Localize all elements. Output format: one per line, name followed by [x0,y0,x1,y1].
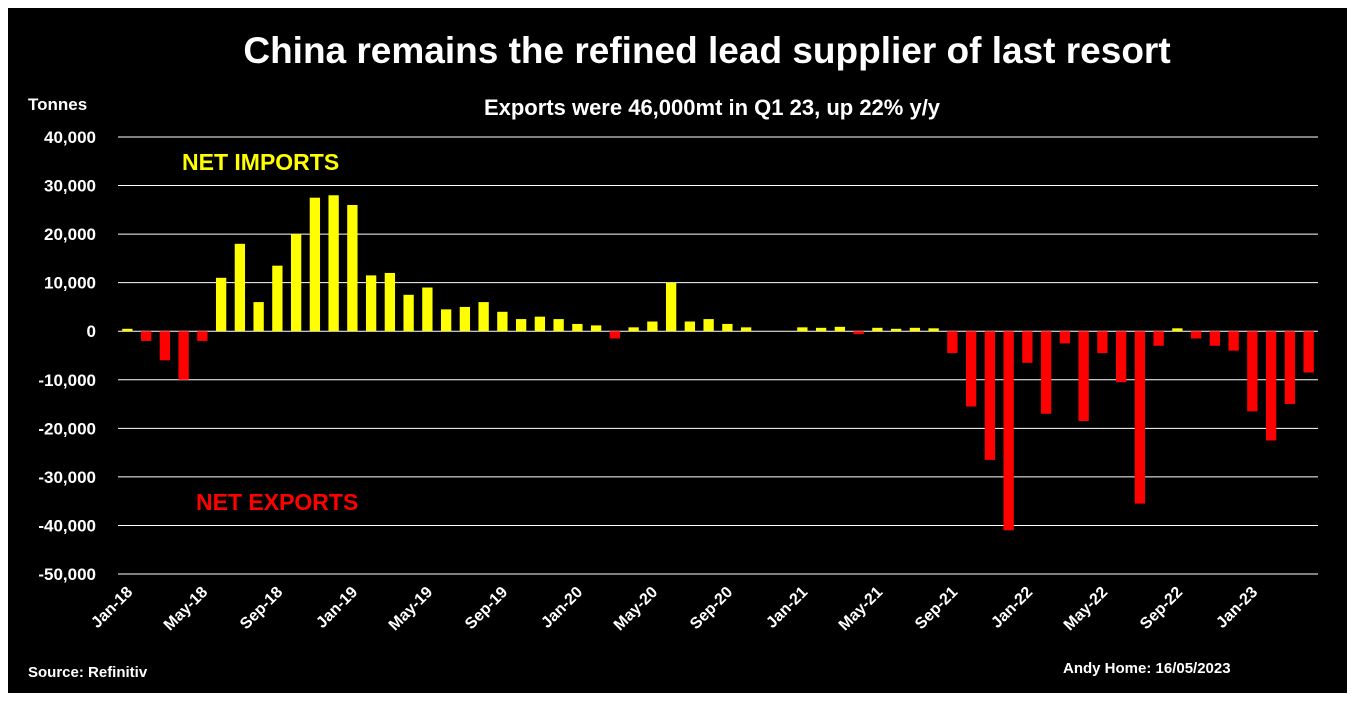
bar [328,195,339,332]
bar [647,321,658,332]
bar [403,294,414,332]
bar [309,197,321,332]
annotation-net-imports: NET IMPORTS [182,149,339,175]
bar [965,331,977,407]
bar [928,328,939,332]
x-tick-label: Sep-21 [912,584,961,633]
chart-subtitle: Exports were 46,000mt in Q1 23, up 22% y… [484,95,941,120]
source-note: Source: Refinitiv [28,664,148,681]
bar [384,272,396,332]
bar [140,331,152,341]
bar [815,327,827,332]
bar [703,319,714,332]
bar [159,331,171,361]
bar [1190,331,1202,339]
bar [1115,331,1127,383]
bars [122,195,1314,531]
x-tick-label: Jan-20 [538,584,586,632]
x-tick-label: May-20 [611,584,661,634]
bar [740,327,752,332]
bar [984,331,996,460]
bar [628,327,639,332]
bar [797,327,808,332]
bar [684,321,696,332]
x-tick-labels: Jan-18 May-18 Sep-18 Jan-19 May-19 Sep-19 Jan-… [88,584,1261,634]
bar [197,331,208,341]
x-tick-label: May-18 [161,584,211,634]
bar [253,302,264,332]
author-date-note: Andy Home: 16/05/2023 [1063,660,1231,677]
x-tick-label: Sep-19 [462,584,511,633]
y-axis-label: Tonnes [28,95,87,114]
bar [665,282,677,332]
y-tick-label: -10,000 [38,371,96,390]
bar [459,306,471,332]
bar [853,331,864,335]
bar [1209,331,1221,346]
bar [515,319,527,332]
bar [365,275,377,332]
bar [1003,331,1014,531]
x-tick-label: Jan-18 [88,584,136,632]
y-tick-label: 20,000 [44,225,96,244]
bar [1078,331,1089,422]
y-tick-label: 10,000 [44,274,96,293]
bar [834,326,846,332]
bar [1059,331,1071,344]
bar [290,234,302,332]
bar [478,302,489,332]
bar [1097,331,1108,354]
bar [890,328,902,332]
bar [122,328,133,332]
bar [1172,328,1183,332]
bar [440,309,452,332]
y-tick-label: -20,000 [38,419,96,438]
bar [1303,331,1314,373]
bar [272,265,283,332]
y-tick-label: -40,000 [38,516,96,535]
x-tick-label: May-22 [1061,584,1111,634]
y-tick-label: 40,000 [44,128,96,147]
y-tick-label: -30,000 [38,468,96,487]
chart-title: China remains the refined lead supplier … [243,30,1170,71]
bar [572,323,583,332]
bar [1228,331,1239,351]
x-tick-label: May-19 [386,584,436,634]
bar [609,331,621,339]
y-tick-label: 30,000 [44,177,96,196]
bar [1134,331,1146,504]
bar [1284,331,1296,405]
x-tick-label: Jan-22 [988,584,1036,632]
y-tick-label: -50,000 [38,565,96,584]
bar [947,331,958,354]
bar [347,204,358,332]
bar [497,311,508,332]
bar [1265,331,1277,441]
bar [234,243,246,332]
x-tick-label: Sep-18 [237,584,286,633]
bar [1022,331,1033,363]
x-tick-label: Sep-20 [687,584,736,633]
x-tick-label: May-21 [836,584,886,634]
y-tick-labels: 40,000 30,000 20,000 10,000 0 -10,000 -20,000 -… [38,128,96,584]
y-tick-label: 0 [87,322,96,341]
bar [534,316,546,332]
bar [722,323,733,332]
bar [215,277,227,332]
bar [422,287,433,332]
x-tick-label: Sep-22 [1137,584,1186,633]
bar [1040,331,1052,414]
bar [590,325,602,332]
bar [1247,331,1258,412]
x-tick-label: Jan-21 [763,584,811,632]
bar [872,327,883,332]
bar [909,327,921,332]
x-tick-label: Jan-19 [313,584,361,632]
bar [1153,331,1164,346]
bar [178,331,189,380]
x-tick-label: Jan-23 [1213,584,1261,632]
annotation-net-exports: NET EXPORTS [196,489,358,515]
bar [553,319,564,332]
